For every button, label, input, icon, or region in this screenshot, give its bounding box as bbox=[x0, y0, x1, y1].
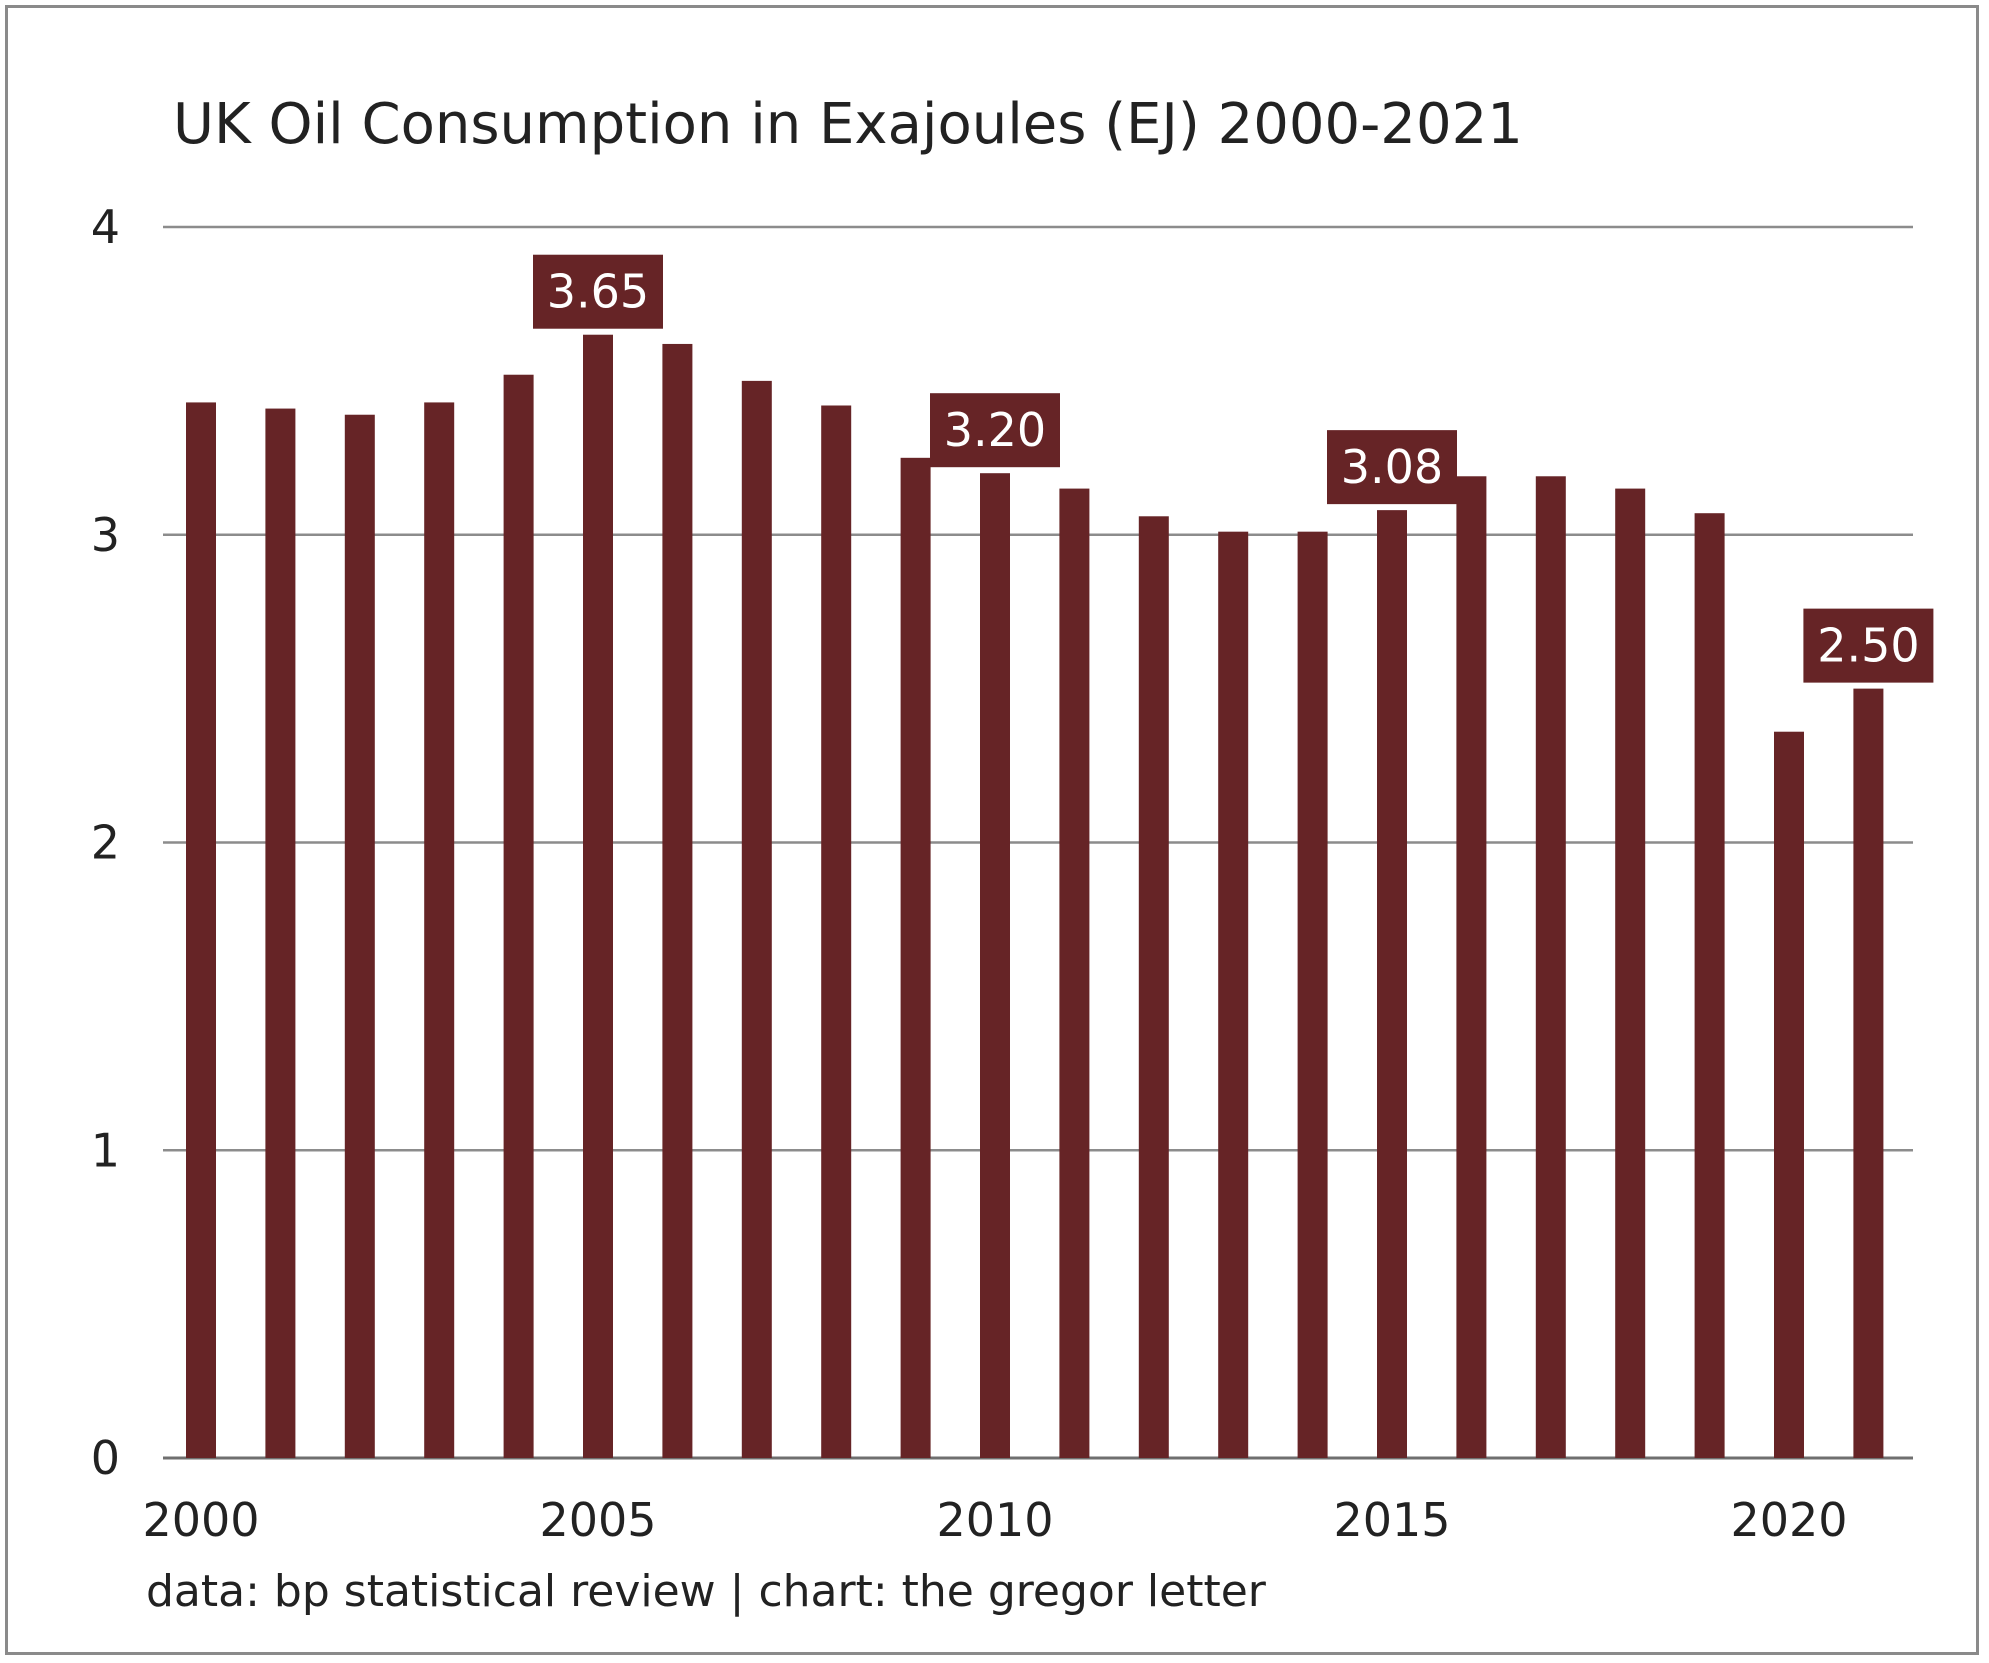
bar-2013 bbox=[1218, 531, 1249, 1458]
callout-2010: 3.20 bbox=[930, 393, 1060, 468]
bar-2010 bbox=[980, 473, 1010, 1458]
chart-title: UK Oil Consumption in Exajoules (EJ) 200… bbox=[173, 92, 1523, 157]
bar-2012 bbox=[1138, 516, 1169, 1458]
bars bbox=[186, 334, 1884, 1459]
y-tick-label: 1 bbox=[91, 1123, 120, 1177]
callout-box bbox=[1803, 608, 1934, 683]
bar-2001 bbox=[265, 408, 296, 1458]
y-axis-ticks: 0 1 2 3 4 bbox=[91, 200, 120, 1485]
bar-2006 bbox=[662, 343, 693, 1458]
callout-label: 3.65 bbox=[547, 265, 649, 319]
bar-2005 bbox=[583, 334, 613, 1458]
y-tick-label: 0 bbox=[91, 1431, 120, 1485]
bar-2015 bbox=[1377, 510, 1407, 1458]
callout-2005: 3.65 bbox=[533, 254, 663, 329]
callout-2015: 3.08 bbox=[1327, 430, 1457, 505]
x-tick-label: 2020 bbox=[1730, 1493, 1847, 1547]
bar-2003 bbox=[424, 402, 455, 1459]
callout-label: 2.50 bbox=[1817, 619, 1919, 673]
callout-box bbox=[533, 254, 663, 329]
bar-2002 bbox=[344, 414, 375, 1458]
bar-2007 bbox=[741, 380, 772, 1458]
callout-box bbox=[930, 393, 1060, 468]
bar-2009 bbox=[900, 457, 931, 1458]
bar-2016 bbox=[1456, 476, 1487, 1459]
callout-label: 3.20 bbox=[944, 403, 1046, 457]
callout-box bbox=[1327, 430, 1457, 505]
bar-2018 bbox=[1615, 488, 1646, 1458]
callout-2021: 2.50 bbox=[1803, 608, 1934, 683]
x-axis-ticks: 2000 2005 2010 2015 2020 bbox=[142, 1493, 1847, 1547]
callouts: 3.65 3.20 3.08 2.50 bbox=[533, 254, 1934, 683]
bar-2020 bbox=[1774, 731, 1804, 1458]
y-tick-label: 2 bbox=[91, 816, 120, 870]
x-tick-label: 2005 bbox=[539, 1493, 656, 1547]
chart-frame: UK Oil Consumption in Exajoules (EJ) 200… bbox=[5, 5, 1979, 1655]
bar-2021 bbox=[1853, 688, 1884, 1458]
x-tick-label: 2015 bbox=[1333, 1493, 1450, 1547]
x-tick-label: 2000 bbox=[142, 1493, 259, 1547]
bar-2019 bbox=[1694, 513, 1725, 1458]
source-note: data: bp statistical review | chart: the… bbox=[146, 1566, 1267, 1617]
chart-canvas: UK Oil Consumption in Exajoules (EJ) 200… bbox=[91, 92, 1934, 1617]
bar-2017 bbox=[1535, 476, 1566, 1459]
bar-2011 bbox=[1059, 488, 1090, 1458]
y-tick-label: 3 bbox=[91, 508, 120, 562]
callout-label: 3.08 bbox=[1341, 440, 1443, 494]
bar-2008 bbox=[821, 405, 852, 1458]
x-tick-label: 2010 bbox=[936, 1493, 1053, 1547]
y-tick-label: 4 bbox=[91, 200, 120, 254]
bar-2004 bbox=[503, 374, 534, 1459]
bar-2000 bbox=[186, 402, 216, 1459]
bar-2014 bbox=[1297, 531, 1328, 1458]
